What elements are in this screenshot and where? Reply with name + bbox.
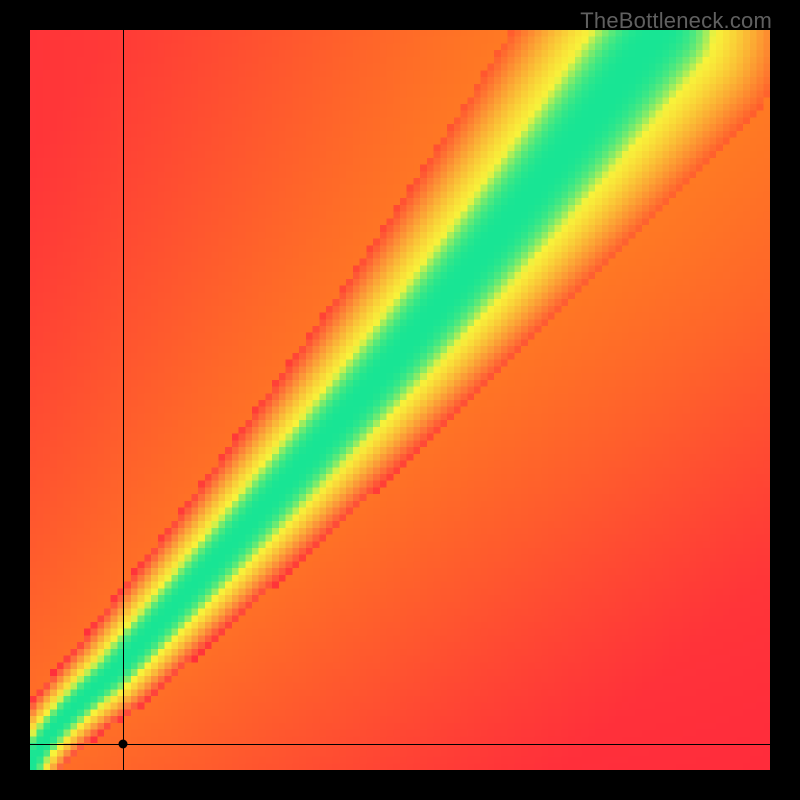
crosshair-marker[interactable] [118,740,127,749]
watermark-text: TheBottleneck.com [580,8,772,34]
heatmap-plot [30,30,770,770]
crosshair-horizontal [30,744,770,745]
crosshair-vertical [123,30,124,770]
heatmap-canvas [30,30,770,770]
